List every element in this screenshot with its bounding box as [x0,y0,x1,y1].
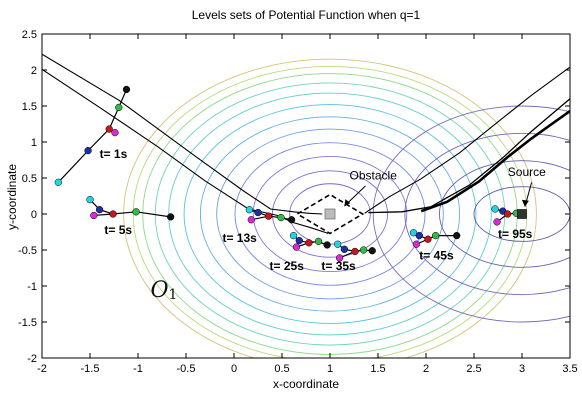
swarm-node [87,196,94,203]
swarm-snapshot-1 [55,86,130,186]
swarm-node [288,216,295,223]
time-label: t= 1s [100,147,128,161]
swarm-node [416,232,423,239]
chart-title: Levels sets of Potential Function when q… [192,8,421,22]
swarm-node [305,239,312,246]
time-label: t= 25s [270,259,305,273]
swarm-node [112,129,119,136]
y-tick-label: -1.5 [18,317,37,329]
swarm-node [133,208,140,215]
x-tick-label: 2.5 [466,363,481,375]
x-tick-label: 1 [327,363,333,375]
x-tick-label: 2 [423,363,429,375]
swarm-node [55,179,62,186]
swarm-node [248,216,255,223]
swarm-node [293,244,300,251]
swarm-node [85,147,92,154]
swarm-node [352,248,359,255]
swarm-node [413,241,420,248]
swarm-node [115,104,122,111]
swarm-node [90,212,97,219]
swarm-node [96,206,103,213]
y-axis-title: y-coordinate [5,164,19,230]
y-tick-label: -1 [27,281,37,293]
swarm-node [324,242,331,249]
swarm-node [504,211,511,218]
swarm-node [278,214,285,221]
plot-area [42,54,582,369]
x-tick-label: -1.5 [81,363,100,375]
x-axis-title: x-coordinate [273,377,339,391]
time-label: t= 95s [498,227,533,241]
y-tick-label: 0 [31,209,37,221]
swarm-node [246,206,253,213]
time-label: t= 13s [222,231,257,245]
right-contour-3 [405,133,582,294]
time-label: t= 5s [104,223,132,237]
swarm-snapshot-4 [290,232,330,250]
axes: -2 -1.5 -1 -0.5 0 0.5 1 1.5 2 2.5 3 3.5 -2 -1.5 -1 -0.5… [18,29,578,375]
mid-right-path [368,99,570,213]
swarm-node [494,219,501,226]
obstacle-label: Obstacle [350,168,398,182]
swarm-node [255,209,262,216]
obstacle-marker [325,209,335,219]
y-tick-label: 1.5 [22,101,37,113]
swarm-node [167,213,174,220]
y-tick-label: 0.5 [22,173,37,185]
swarm-node [296,237,303,244]
y-tick-label: 2 [31,65,37,77]
source-label: Source [508,165,546,179]
y-tick-label: -2 [27,353,37,365]
swarm-node [315,238,322,245]
swarm-node [123,86,130,93]
x-tick-label: 0.5 [274,363,289,375]
swarm-node [360,247,367,254]
time-label: t= 45s [419,248,454,262]
swarm-node [290,232,297,239]
x-tick-label: 0 [231,363,237,375]
upper-left-path [42,54,322,214]
y-tick-label: 1 [31,137,37,149]
swarm-node [432,232,439,239]
region-label: O [150,278,168,303]
source-arrowhead [522,200,529,207]
swarm-node [334,241,341,248]
swarm-node [492,206,499,213]
source-marker [518,210,527,219]
swarm-node [265,213,272,220]
x-tick-label: 3 [519,363,525,375]
y-tick-label: -0.5 [18,245,37,257]
swarm-snapshot-2 [87,196,174,220]
x-tick-label: 1.5 [370,363,385,375]
annotations: t= 1s t= 5s t= 13s t= 25s t= 35s t= 45s t= 95s… [100,147,547,303]
time-label: t= 35s [321,259,356,273]
swarm-node [341,246,348,253]
x-tick-label: 3.5 [562,363,577,375]
region-label-subscript: 1 [168,287,177,303]
outer-right-path [365,67,570,213]
swarm-node [453,232,460,239]
x-tick-label: -2 [37,363,47,375]
swarm-node [110,211,117,218]
swarm-node [369,247,376,254]
y-tick-label: 2.5 [22,29,37,41]
x-tick-label: -0.5 [177,363,196,375]
swarm-node [425,236,432,243]
x-tick-label: -1 [133,363,143,375]
